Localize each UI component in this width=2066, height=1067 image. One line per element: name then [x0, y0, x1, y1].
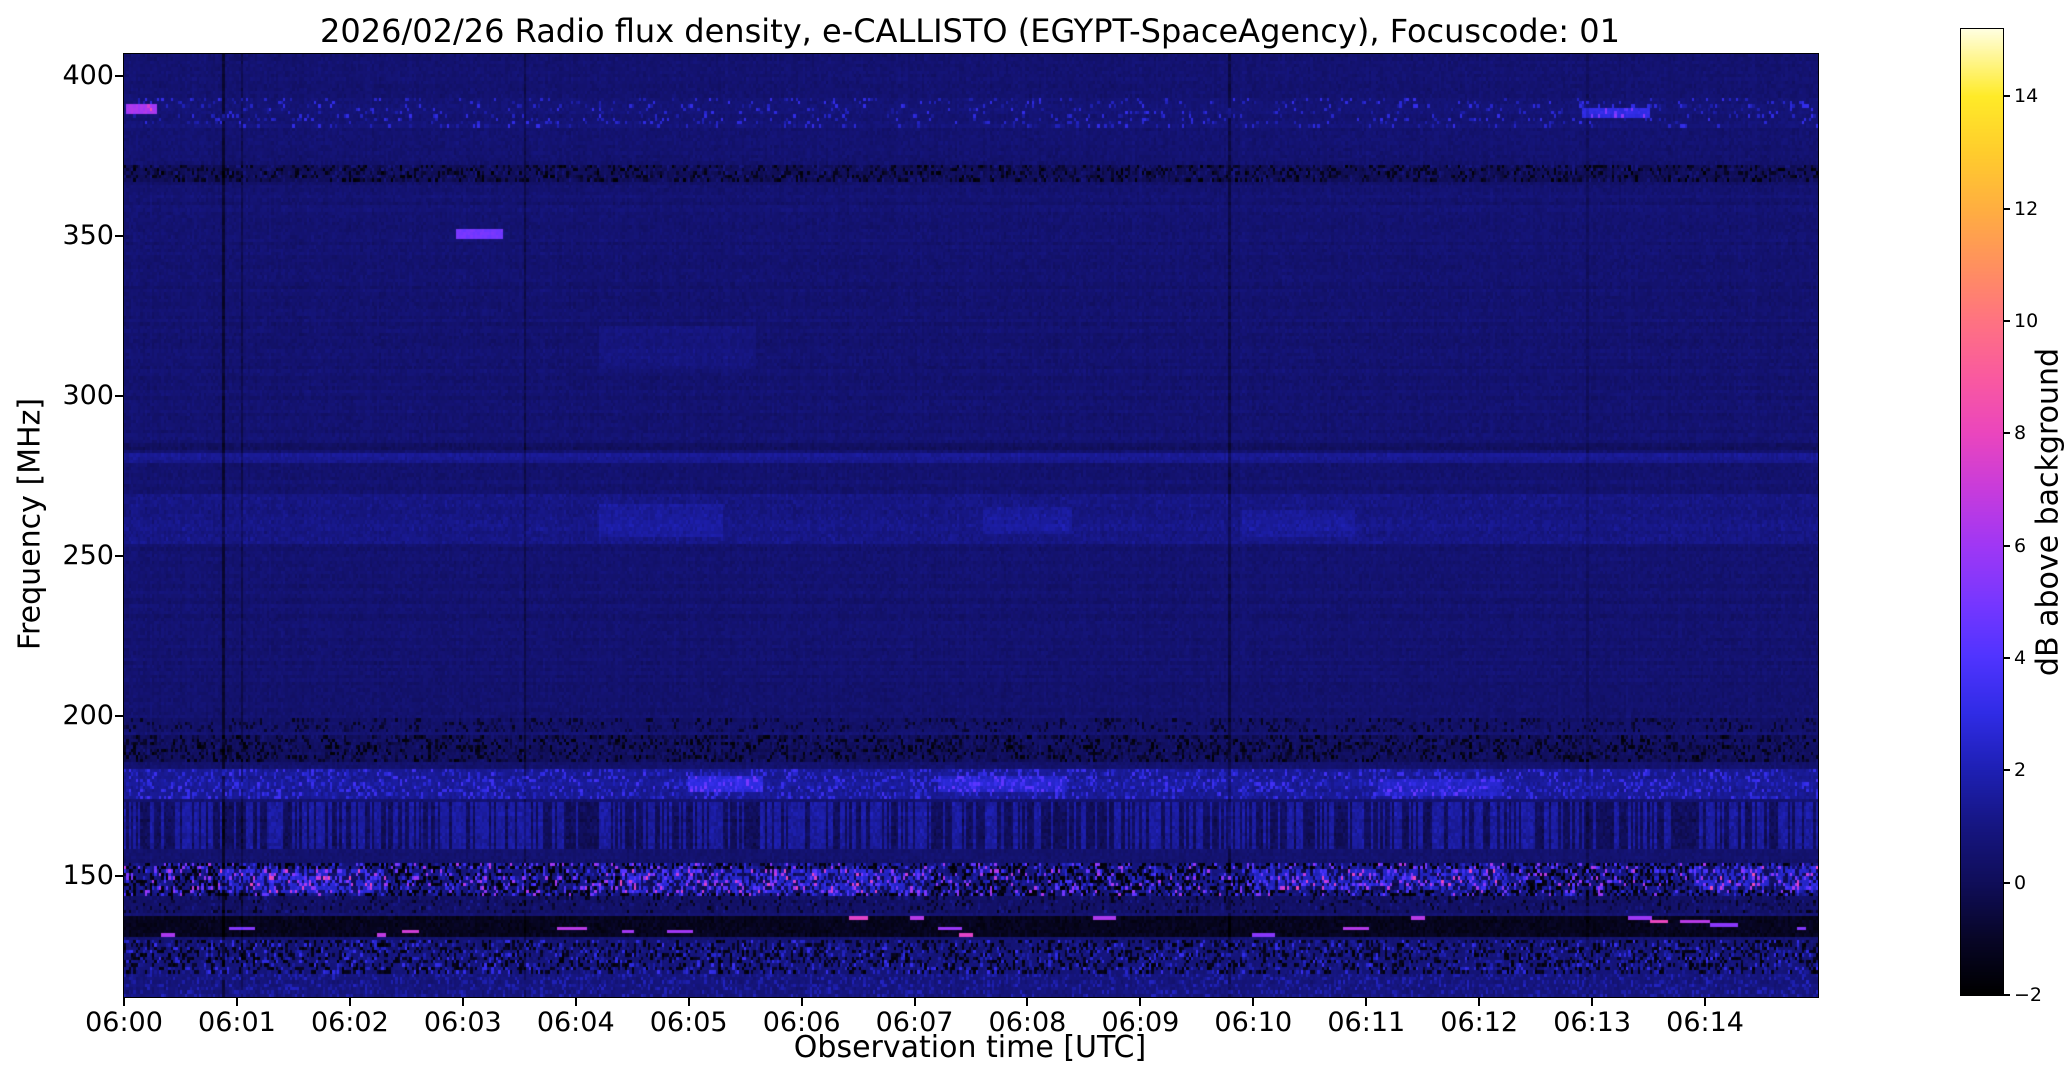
x-axis-label: Observation time [UTC] — [793, 1030, 1147, 1065]
colorbar-tick-label: 6 — [2014, 534, 2027, 557]
x-tick-label: 06:00 — [85, 1007, 163, 1038]
colorbar: 14 12 10 8 6 4 2 0 −2 — [1960, 28, 2042, 1006]
y-tick-label: 150 — [62, 859, 114, 891]
y-tick-mark — [115, 395, 124, 398]
colorbar-tick-label: 2 — [2014, 759, 2027, 782]
y-axis-label: Frequency [MHz] — [12, 397, 48, 651]
x-tick-label: 06:05 — [649, 1007, 728, 1038]
x-tick-mark — [1478, 997, 1481, 1006]
colorbar-tick-label: 0 — [2014, 871, 2027, 894]
x-tick-label: 06:13 — [1553, 1007, 1632, 1038]
colorbar-label: dB above background — [2030, 347, 2066, 677]
x-tick-label: 06:09 — [1101, 1007, 1180, 1038]
x-tick-mark — [1365, 997, 1368, 1006]
colorbar-tick-label: −2 — [2014, 984, 2043, 1006]
y-tick-label: 250 — [62, 539, 114, 571]
x-tick-mark — [1139, 997, 1142, 1006]
colorbar-tick-mark — [2003, 432, 2010, 435]
x-tick-mark — [1591, 997, 1594, 1006]
x-tick-label: 06:08 — [988, 1007, 1067, 1038]
x-tick-mark — [348, 997, 351, 1006]
x-tick-mark — [123, 997, 125, 1006]
x-tick-mark — [574, 997, 577, 1006]
colorbar-tick-mark — [2003, 881, 2010, 884]
x-tick-mark — [913, 997, 916, 1006]
colorbar-tick-label: 12 — [2014, 197, 2039, 220]
colorbar-canvas — [1961, 29, 2003, 995]
colorbar-tick-label: 14 — [2014, 85, 2039, 108]
y-tick-mark — [115, 235, 124, 238]
y-tick-mark — [115, 554, 124, 557]
y-tick-label: 200 — [62, 699, 114, 731]
colorbar-tick-mark — [2003, 544, 2010, 547]
colorbar-tick-mark — [2003, 95, 2010, 98]
x-tick-label: 06:02 — [310, 1007, 389, 1038]
colorbar-tick-label: 10 — [2014, 310, 2039, 333]
colorbar-tick-mark — [2003, 320, 2010, 323]
colorbar-tick-label: 4 — [2014, 647, 2027, 670]
y-tick-label: 300 — [62, 380, 114, 412]
spectrogram-canvas — [124, 54, 1818, 997]
chart-title: 2026/02/26 Radio flux density, e-CALLIST… — [320, 12, 1620, 50]
colorbar-tick-mark — [2003, 207, 2010, 210]
colorbar-tick-mark — [2003, 994, 2010, 996]
x-tick-label: 06:06 — [762, 1007, 841, 1038]
plot-area: 06:00 06:01 06:02 06:03 06:04 06:05 06:06 06:07… — [62, 53, 1819, 1038]
y-tick-mark — [115, 874, 124, 877]
y-tick-mark — [115, 75, 124, 78]
x-tick-mark — [235, 997, 238, 1006]
y-tick-label: 400 — [62, 60, 114, 92]
x-tick-mark — [687, 997, 690, 1006]
y-tick-label: 350 — [62, 220, 114, 252]
x-tick-label: 06:11 — [1327, 1007, 1406, 1038]
x-tick-label: 06:14 — [1666, 1007, 1744, 1038]
x-tick-mark — [461, 997, 464, 1006]
x-tick-label: 06:04 — [536, 1007, 615, 1038]
x-tick-label: 06:01 — [198, 1007, 276, 1038]
x-tick-mark — [1704, 997, 1707, 1006]
colorbar-tick-label: 8 — [2014, 422, 2027, 445]
x-tick-mark — [1026, 997, 1029, 1006]
colorbar-tick-mark — [2003, 769, 2010, 772]
x-tick-mark — [1252, 997, 1255, 1006]
x-tick-mark — [800, 997, 803, 1006]
x-tick-label: 06:10 — [1214, 1007, 1293, 1038]
y-tick-mark — [115, 714, 124, 717]
x-tick-label: 06:07 — [875, 1007, 954, 1038]
colorbar-tick-mark — [2003, 657, 2010, 660]
x-tick-label: 06:12 — [1440, 1007, 1519, 1038]
x-tick-label: 06:03 — [423, 1007, 502, 1038]
